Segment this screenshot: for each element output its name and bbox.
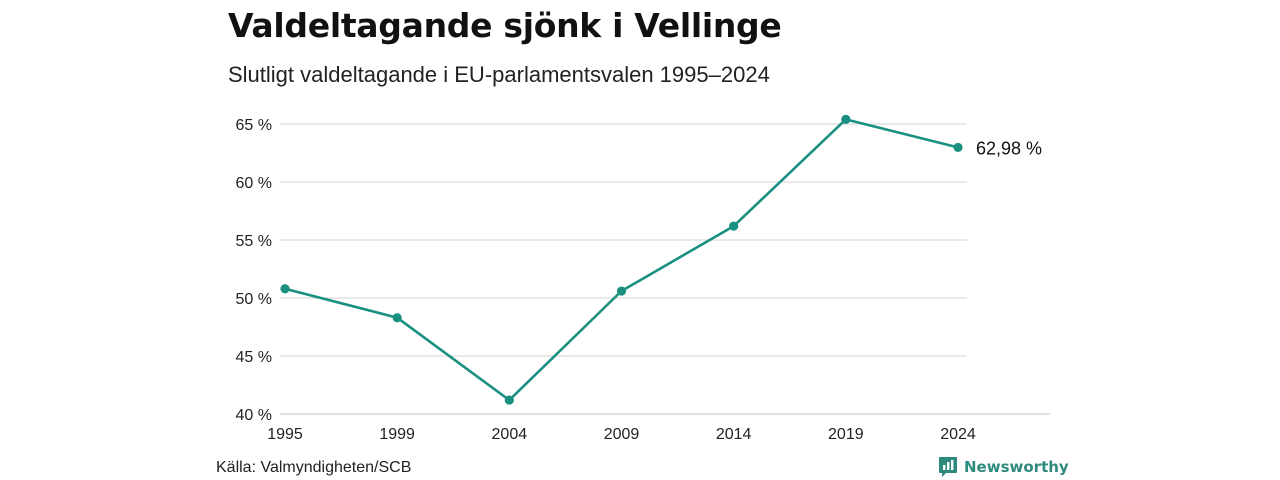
data-point bbox=[729, 221, 739, 231]
brand-logo: Newsworthy bbox=[938, 456, 1069, 478]
end-value-label: 62,98 % bbox=[976, 138, 1042, 158]
data-point bbox=[616, 286, 627, 296]
y-tick-label: 50 % bbox=[236, 291, 272, 308]
x-tick-label: 2004 bbox=[492, 426, 528, 443]
brand-name: Newsworthy bbox=[964, 458, 1069, 476]
series-line bbox=[283, 118, 960, 402]
x-tick-label: 2014 bbox=[716, 426, 752, 443]
y-tick-label: 45 % bbox=[236, 349, 272, 366]
data-point bbox=[504, 395, 514, 405]
x-tick-label: 1995 bbox=[267, 426, 303, 443]
source-note: Källa: Valmyndigheten/SCB bbox=[216, 459, 412, 476]
data-point bbox=[953, 142, 963, 153]
x-tick-label: 2019 bbox=[828, 426, 864, 443]
x-tick-label: 1999 bbox=[379, 426, 415, 443]
chart-subtitle: Slutligt valdeltagande i EU-parlamentsva… bbox=[228, 62, 770, 87]
x-tick-label: 2024 bbox=[940, 426, 976, 443]
y-tick-label: 55 % bbox=[236, 233, 272, 250]
bar-chart-logo-icon bbox=[939, 457, 957, 477]
y-tick-label: 40 % bbox=[236, 407, 272, 424]
x-tick-label: 2009 bbox=[604, 426, 640, 443]
y-tick-label: 60 % bbox=[236, 175, 272, 192]
data-point bbox=[841, 114, 851, 124]
data-point bbox=[392, 313, 402, 323]
chart-title: Valdeltagande sjönk i Vellinge bbox=[228, 6, 782, 45]
data-point bbox=[280, 284, 290, 294]
y-tick-label: 65 % bbox=[236, 117, 272, 134]
